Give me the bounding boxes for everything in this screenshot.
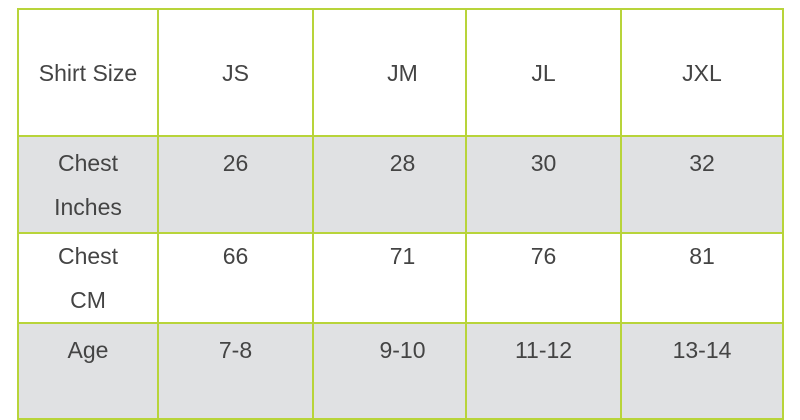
table-row-chest-cm: Chest CM 66 71 76 81 [17,232,784,324]
header-cell-shirt-size: Shirt Size [17,8,159,137]
row-label: Chest CM [17,232,159,324]
cell: 28 [312,135,467,234]
cell: 7-8 [157,322,314,420]
cell: 81 [620,232,784,324]
cell: 9-10 [312,322,467,420]
cell: 13-14 [620,322,784,420]
header-row: Shirt Size JS JM JL JXL [17,8,784,137]
label-line: Chest [57,150,119,176]
cell: 26 [157,135,314,234]
cell: 76 [465,232,622,324]
header-cell-jm: JM [312,8,467,137]
row-label: Age [17,322,159,420]
header-cell-js: JS [157,8,314,137]
label-line: Chest [57,243,119,269]
label-line: CM [70,287,106,313]
cell: 66 [157,232,314,324]
table-row-chest-inches: Chest Inches 26 28 30 32 [17,135,784,234]
label-line: Age [67,337,109,363]
size-chart-table: Shirt Size JS JM JL JXL Chest Inches 26 2… [17,8,784,420]
cell: 30 [465,135,622,234]
header-cell-jl: JL [465,8,622,137]
cell: 32 [620,135,784,234]
cell: 11-12 [465,322,622,420]
cell: 71 [312,232,467,324]
table-row-age: Age 7-8 9-10 11-12 13-14 [17,322,784,420]
label-line: Inches [54,194,122,220]
row-label: Chest Inches [17,135,159,234]
header-cell-jxl: JXL [620,8,784,137]
